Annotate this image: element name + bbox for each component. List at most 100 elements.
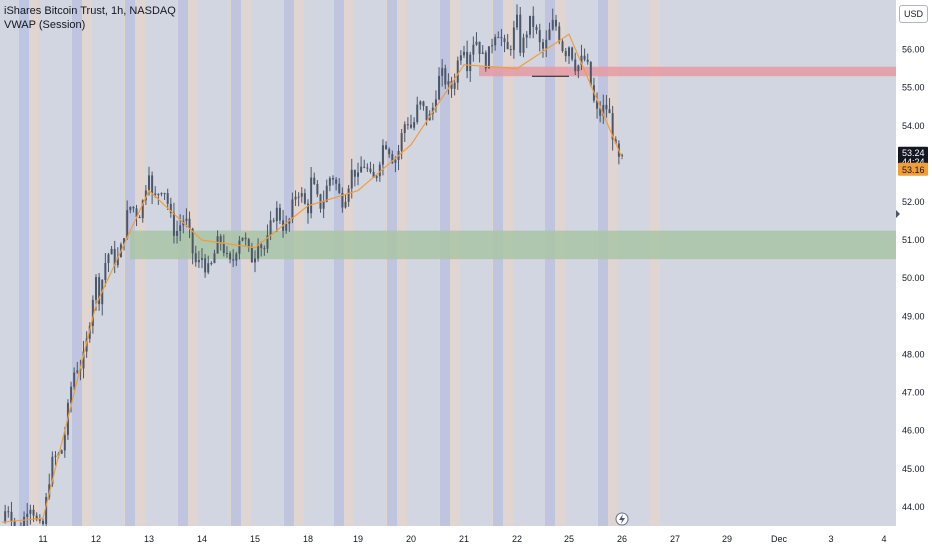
candle-body [23, 516, 26, 534]
candle-body [388, 149, 391, 155]
candle-body [138, 217, 141, 219]
x-tick-label: 22 [512, 534, 522, 544]
candle-body [577, 65, 580, 72]
indicator-label[interactable]: VWAP (Session) [4, 19, 86, 31]
candle-body [478, 41, 481, 54]
candle-body [583, 55, 586, 60]
candle-body [441, 68, 444, 76]
candle-body [91, 299, 94, 326]
candle-body [506, 42, 509, 50]
premarket-band [450, 0, 460, 526]
candle-body [194, 253, 197, 263]
premarket-band [503, 0, 513, 526]
x-tick-label: 3 [828, 534, 833, 544]
candle-body [438, 75, 441, 100]
y-tick-label: 50.00 [902, 273, 925, 283]
candle-body [487, 46, 490, 69]
x-tick-label: 14 [197, 534, 207, 544]
y-tick-label: 46.00 [902, 426, 925, 436]
premarket-band [82, 0, 92, 526]
candle-body [425, 106, 428, 121]
candle-body [307, 203, 309, 214]
candle-body [372, 171, 375, 178]
candle-body [369, 168, 372, 172]
candle-body [310, 177, 313, 214]
candle-body [548, 29, 551, 40]
last-price-label: 53.24 [902, 148, 925, 158]
currency-button[interactable]: USD [899, 5, 928, 23]
lightning-icon[interactable] [615, 512, 629, 526]
candle-body [614, 139, 617, 144]
candle-body [269, 220, 272, 236]
candle-body [519, 14, 522, 53]
premarket-band [241, 0, 251, 526]
candle-body [188, 218, 191, 229]
candle-body [447, 81, 450, 85]
overnight-band [493, 0, 503, 526]
overnight-band [178, 0, 188, 526]
candle-body [244, 237, 247, 240]
premarket-band [397, 0, 407, 526]
overnight-band [72, 0, 82, 526]
candle-body [172, 212, 175, 236]
candle-body [558, 26, 561, 42]
candle-body [335, 179, 338, 184]
candle-body [263, 248, 266, 250]
candle-body [201, 258, 203, 260]
x-tick-label: 12 [91, 534, 101, 544]
candle-body [400, 133, 403, 151]
premarket-band [555, 0, 565, 526]
candle-body [491, 45, 494, 47]
candle-body [325, 185, 328, 202]
candle-body [571, 47, 574, 60]
candle-body [38, 519, 41, 521]
candle-body [503, 38, 506, 43]
candle-body [403, 124, 406, 134]
y-tick-label: 47.00 [902, 388, 925, 398]
candle-body [116, 257, 119, 266]
x-tick-label: 27 [670, 534, 680, 544]
candle-body [10, 511, 13, 522]
candle-body [602, 104, 605, 116]
candle-body [272, 220, 275, 222]
candle-body [500, 37, 503, 39]
price-axis[interactable] [896, 0, 932, 550]
overnight-band [125, 0, 135, 526]
chart-legend: iShares Bitcoin Trust, 1h, NASDAQ VWAP (… [4, 4, 176, 32]
candle-body [51, 456, 54, 485]
candle-body [63, 434, 66, 451]
symbol-title[interactable]: iShares Bitcoin Trust, 1h, NASDAQ [4, 5, 176, 17]
premarket-band [135, 0, 145, 526]
candle-body [611, 113, 614, 140]
candle-body [73, 372, 76, 387]
y-tick-label: 51.00 [902, 235, 925, 245]
x-tick-label: 4 [881, 534, 886, 544]
candle-body [494, 37, 497, 46]
resistance-zone[interactable] [479, 66, 896, 77]
candle-body [391, 154, 394, 163]
candle-body [70, 386, 73, 403]
candle-body [605, 104, 608, 110]
candle-body [123, 238, 126, 245]
premarket-band [29, 0, 39, 526]
candle-body [555, 19, 557, 27]
x-tick-label: 11 [38, 534, 47, 544]
time-axis[interactable] [0, 526, 896, 550]
candle-body [535, 26, 538, 31]
candle-body [580, 55, 583, 66]
candle-body [144, 190, 147, 201]
candle-body [551, 19, 554, 30]
candle-body [95, 277, 97, 300]
candle-body [481, 52, 484, 54]
candle-body [542, 42, 544, 49]
candle-body [48, 484, 51, 497]
candle-body [241, 237, 244, 241]
candle-body [232, 259, 235, 261]
candle-body [204, 258, 207, 273]
candle-body [157, 194, 160, 196]
support-zone[interactable] [130, 230, 896, 260]
candle-body [516, 14, 518, 28]
candle-body [522, 37, 525, 53]
